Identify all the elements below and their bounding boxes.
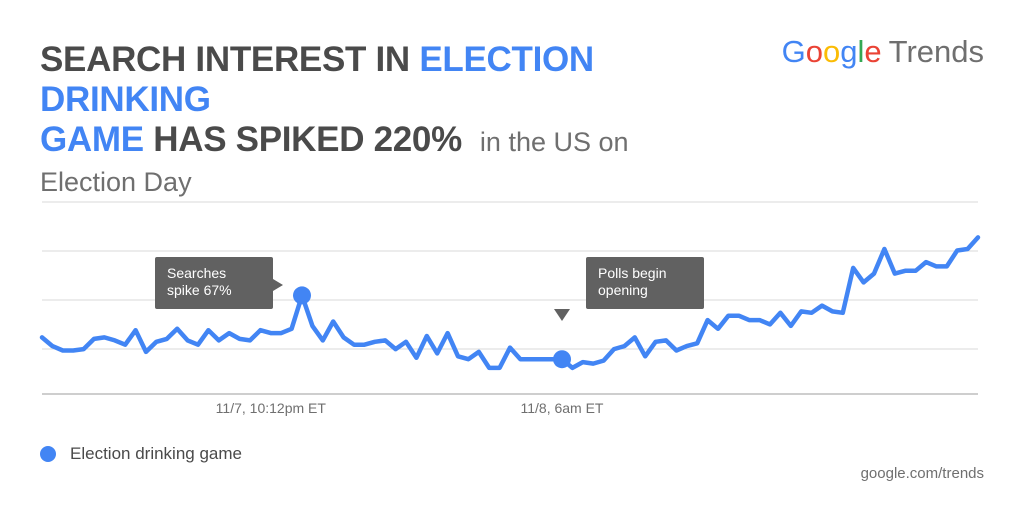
logo-letter: o (823, 34, 841, 69)
chart-legend: Election drinking game (40, 444, 242, 464)
annotation-text: Polls begin (598, 265, 667, 281)
annotation-callout (155, 257, 273, 309)
title-text-2: HAS SPIKED 220% (143, 120, 462, 159)
title-text-1: SEARCH INTEREST IN (40, 40, 420, 79)
source-link[interactable]: google.com/trends (860, 465, 984, 482)
title-keyword-2: GAME (40, 120, 144, 159)
legend-label: Election drinking game (70, 444, 242, 463)
annotation-text: Searches (167, 265, 226, 281)
logo-letter: l (857, 34, 865, 69)
x-tick-label: 11/7, 10:12pm ET (216, 400, 327, 416)
chart-title: SEARCH INTEREST IN ELECTION DRINKING GAME… (40, 40, 730, 200)
annotation-marker (293, 286, 311, 305)
google-trends-logo: Google Trends (782, 34, 984, 70)
annotation-pointer (554, 309, 570, 321)
trends-wordmark: Trends (888, 34, 984, 69)
x-tick-label: 11/8, 6am ET (520, 400, 603, 416)
annotation-text: opening (598, 282, 648, 298)
title-keyword-1: ELECTION DRINKING (40, 40, 594, 119)
logo-letter: G (781, 34, 806, 69)
logo-letter: o (805, 34, 824, 69)
annotation-pointer (273, 279, 283, 291)
annotation-marker (553, 350, 571, 369)
logo-letter: e (864, 34, 882, 69)
annotation-callout (586, 257, 704, 309)
legend-swatch (40, 446, 56, 462)
google-wordmark: Google (782, 34, 882, 69)
chart-subtitle: in the US on Election Day (40, 127, 629, 197)
logo-letter: g (840, 34, 858, 69)
annotation-text: spike 67% (167, 282, 232, 298)
